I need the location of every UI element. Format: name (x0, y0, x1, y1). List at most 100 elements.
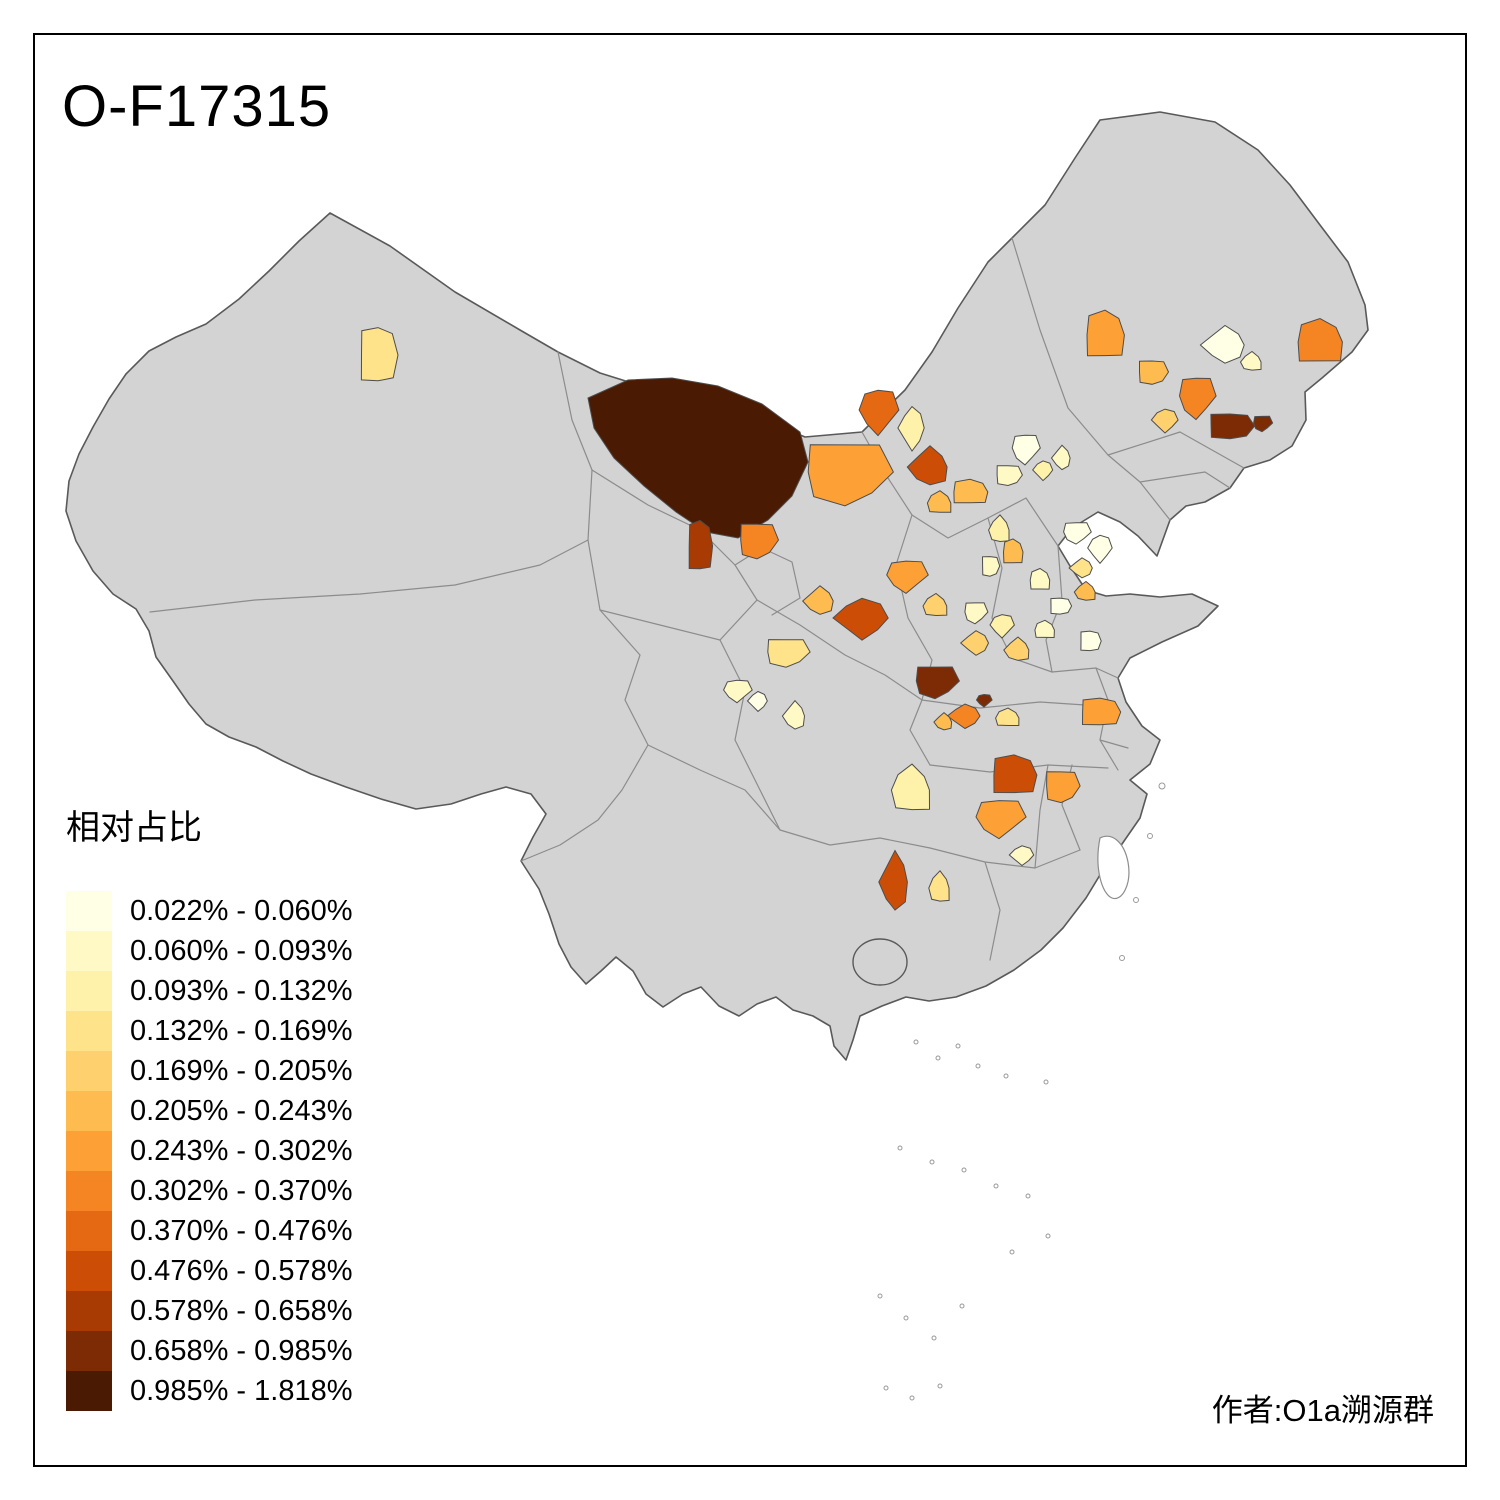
plot-title: O-F17315 (62, 74, 332, 139)
sea-island-speck (903, 1315, 909, 1321)
legend-row: 0.022% - 0.060% (66, 891, 352, 931)
map-region (906, 445, 948, 486)
legend-swatch (66, 1251, 112, 1291)
legend-row: 0.205% - 0.243% (66, 1091, 352, 1131)
legend-swatch (66, 1131, 112, 1171)
province-border-line (921, 699, 1101, 709)
sea-island-speck (883, 1385, 889, 1391)
map-region (360, 327, 399, 382)
legend-swatch (66, 1171, 112, 1211)
province-border-line (1045, 545, 1063, 673)
legend-label: 0.132% - 0.169% (130, 1014, 353, 1047)
legend-label: 0.205% - 0.243% (130, 1094, 353, 1127)
map-region (1087, 534, 1113, 565)
map-region (1003, 636, 1030, 661)
map-region (807, 444, 895, 507)
legend-swatch (66, 1211, 112, 1251)
sea-island-speck (913, 1039, 919, 1045)
map-region (1050, 444, 1071, 471)
province-border-line (1011, 657, 1119, 679)
sea-island-speck (877, 1293, 883, 1299)
legend-label: 0.476% - 0.578% (130, 1254, 353, 1287)
legend-swatch (66, 1371, 112, 1411)
legend-label: 0.658% - 0.985% (130, 1334, 353, 1367)
map-region (1063, 522, 1092, 545)
map-region (1253, 415, 1274, 433)
map-region (933, 711, 953, 731)
sea-island-speck (1045, 1233, 1051, 1239)
map-region (1139, 360, 1170, 385)
legend-row: 0.093% - 0.132% (66, 971, 352, 1011)
legend-swatch (66, 1091, 112, 1131)
map-region (922, 592, 948, 617)
map-region (801, 585, 834, 615)
province-border-line (929, 847, 1081, 869)
map-region (740, 523, 780, 560)
attribution: 作者:O1a溯源群 (1211, 1393, 1434, 1428)
province-border-line (599, 599, 758, 641)
legend-swatch (66, 891, 112, 931)
legend-row: 0.243% - 0.302% (66, 1131, 352, 1171)
legend-swatch (66, 1011, 112, 1051)
province-border-line (984, 861, 1001, 961)
province-border-line (1107, 431, 1245, 469)
map-region (1210, 413, 1256, 440)
map-region (981, 556, 1001, 577)
map-region (1150, 408, 1179, 434)
province-border-line (719, 639, 781, 831)
sea-island-speck (993, 1183, 999, 1189)
province-border-line (861, 431, 1059, 547)
map-region (1034, 619, 1055, 639)
sea-island-speck (961, 1167, 967, 1173)
legend-row: 0.985% - 1.818% (66, 1371, 352, 1411)
legend-label: 0.578% - 0.658% (130, 1294, 353, 1327)
map-region (1239, 350, 1262, 371)
province-borders (149, 237, 1245, 961)
map-region (959, 630, 990, 656)
legend-label: 0.243% - 0.302% (130, 1134, 353, 1167)
legend-label: 0.985% - 1.818% (130, 1374, 353, 1407)
legend-row: 0.169% - 0.205% (66, 1051, 352, 1091)
legend-label: 0.302% - 0.370% (130, 1174, 353, 1207)
province-border-line (756, 599, 923, 701)
province-border-line (1139, 471, 1231, 489)
legend-row: 0.060% - 0.093% (66, 931, 352, 971)
map-region (996, 465, 1023, 487)
province-border-line (557, 351, 593, 541)
map-region (1073, 580, 1096, 601)
map-region (993, 754, 1038, 794)
sea-island-speck (1158, 782, 1166, 790)
map-region (926, 490, 952, 513)
map-region (1081, 697, 1122, 726)
province-border-line (909, 699, 931, 766)
sea-island-speck (1119, 955, 1125, 961)
map-region (897, 405, 925, 452)
sea-island-speck (955, 1043, 961, 1049)
map-region (1050, 597, 1073, 615)
map-region (878, 849, 908, 911)
legend-row: 0.476% - 0.578% (66, 1251, 352, 1291)
map-region (858, 389, 900, 437)
sea-island-speck (937, 1383, 943, 1389)
map-region (988, 514, 1010, 543)
map-region (1008, 845, 1035, 867)
map-region (995, 707, 1020, 726)
legend-swatch (66, 931, 112, 971)
province-border-line (647, 744, 931, 849)
legend: 相对占比 0.022% - 0.060% 0.060% - 0.093% 0.093… (66, 800, 352, 1411)
sea-island-speck (929, 1159, 935, 1165)
map-region (688, 519, 714, 570)
province-border-line (1034, 764, 1049, 869)
map-region (1046, 771, 1081, 804)
legend-row: 0.578% - 0.658% (66, 1291, 352, 1331)
map-region (746, 690, 768, 713)
map-region (989, 614, 1015, 639)
sea-island-speck (1133, 897, 1139, 903)
map-region (953, 478, 989, 504)
legend-label: 0.022% - 0.060% (130, 894, 353, 927)
map-region (1002, 538, 1024, 564)
sea-island-speck (897, 1145, 903, 1151)
legend-swatch (66, 1051, 112, 1091)
map-region (767, 639, 811, 668)
sea-island-speck (975, 1063, 981, 1069)
